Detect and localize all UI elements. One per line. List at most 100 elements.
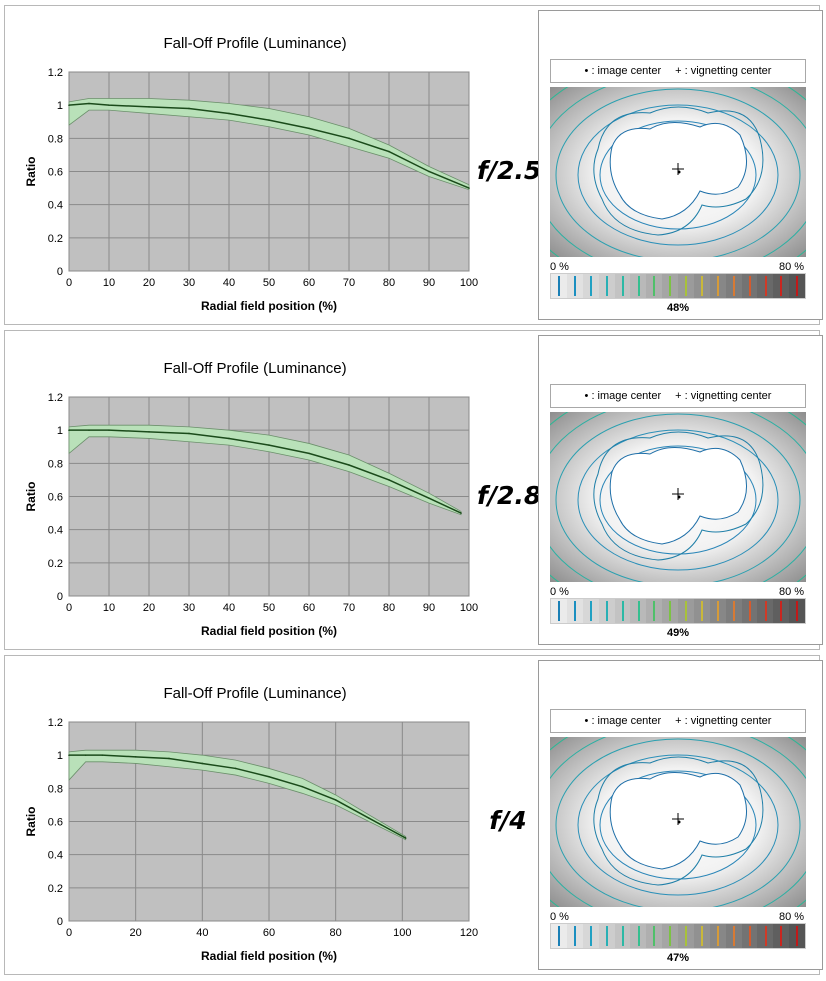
data-point bbox=[308, 127, 310, 130]
x-tick-label: 30 bbox=[183, 602, 195, 614]
scale-max-label: 80 % bbox=[779, 586, 805, 598]
x-tick-label: 70 bbox=[343, 277, 355, 289]
y-axis-label: Ratio bbox=[24, 482, 38, 512]
contour-second bbox=[593, 756, 764, 886]
vignetting-color-scale bbox=[550, 273, 806, 299]
image-center-legend: • : image center bbox=[584, 390, 662, 402]
y-axis-label: Ratio bbox=[24, 807, 38, 837]
contour-ring bbox=[555, 413, 801, 582]
scale-segment bbox=[646, 599, 663, 623]
scale-segment bbox=[741, 599, 758, 623]
y-tick-label: 0.2 bbox=[48, 558, 63, 570]
falloff-chart-1: Fall-Off Profile (Luminance)0 10 20 30 40 50 6… bbox=[24, 35, 478, 313]
data-point bbox=[168, 757, 170, 760]
scale-color-tick bbox=[653, 601, 656, 621]
image-center-marker bbox=[677, 495, 681, 499]
scale-color-tick bbox=[669, 926, 672, 946]
scale-color-tick bbox=[796, 276, 799, 296]
data-point bbox=[108, 104, 110, 106]
f-stop-label: f/2.5 bbox=[477, 156, 542, 185]
chart-title: Fall-Off Profile (Luminance) bbox=[163, 360, 346, 377]
scale-color-tick bbox=[780, 276, 783, 296]
y-tick-label: 0.4 bbox=[48, 200, 63, 212]
scale-color-tick bbox=[716, 601, 719, 621]
vignetting-percentage: 49% bbox=[666, 627, 690, 639]
scale-color-tick bbox=[605, 926, 608, 946]
x-tick-label: 40 bbox=[223, 277, 235, 289]
data-point bbox=[388, 479, 390, 481]
x-tick-label: 80 bbox=[330, 927, 342, 939]
x-tick-label: 0 bbox=[66, 602, 72, 614]
contour-ring bbox=[577, 104, 779, 246]
x-tick-label: 60 bbox=[303, 602, 315, 614]
scale-color-tick bbox=[653, 926, 656, 946]
y-tick-label: 1.2 bbox=[48, 717, 63, 729]
data-point bbox=[101, 754, 104, 756]
x-tick-label: 0 bbox=[66, 927, 72, 939]
y-tick-label: 0.8 bbox=[48, 133, 63, 145]
scale-color-tick bbox=[605, 601, 608, 621]
scale-segment bbox=[566, 924, 583, 948]
scale-color-tick bbox=[605, 276, 608, 296]
scale-color-tick bbox=[621, 926, 624, 946]
f-stop-label: f/4 bbox=[489, 806, 527, 835]
x-tick-label: 100 bbox=[460, 277, 478, 289]
x-tick-label: 90 bbox=[423, 602, 435, 614]
scale-segment bbox=[598, 274, 615, 298]
confidence-band bbox=[68, 98, 470, 191]
scale-segment bbox=[693, 274, 710, 298]
falloff-chart-2: Fall-Off Profile (Luminance)0 10 20 30 40 50 6… bbox=[24, 360, 478, 638]
falloff-chart-3: Fall-Off Profile (Luminance)0 20 40 60 80 100… bbox=[24, 685, 478, 963]
scale-color-tick bbox=[764, 276, 767, 296]
x-tick-label: 0 bbox=[66, 277, 72, 289]
scale-color-tick bbox=[748, 276, 751, 296]
scale-segment bbox=[614, 274, 631, 298]
scale-segment bbox=[582, 599, 599, 623]
scale-segment bbox=[678, 924, 694, 948]
scale-color-tick bbox=[637, 926, 640, 946]
data-point bbox=[68, 104, 70, 106]
scale-color-tick bbox=[589, 926, 592, 946]
scale-color-tick bbox=[558, 926, 561, 946]
data-point bbox=[84, 754, 87, 756]
row-1: Fall-Off Profile (Luminance) 0 10 20 30 40 50 6… bbox=[4, 5, 823, 325]
y-tick-label: 0 bbox=[57, 591, 63, 603]
data-point bbox=[108, 429, 110, 431]
scale-segment bbox=[757, 924, 774, 948]
scale-segment bbox=[630, 599, 647, 623]
data-point bbox=[308, 452, 310, 455]
f-stop-label: f/2.8 bbox=[477, 481, 542, 510]
scale-color-tick bbox=[748, 601, 751, 621]
scale-segment bbox=[741, 924, 758, 948]
vignetting-color-scale bbox=[550, 598, 806, 624]
contour-second bbox=[593, 106, 764, 236]
data-point bbox=[68, 754, 70, 756]
y-tick-label: 1 bbox=[57, 425, 63, 437]
scale-segment bbox=[598, 599, 615, 623]
data-point bbox=[301, 785, 304, 788]
scale-segment bbox=[725, 924, 742, 948]
y-tick-label: 0.6 bbox=[48, 167, 63, 179]
vignetting-center-legend: + : vignetting center bbox=[675, 715, 772, 727]
scale-segment bbox=[582, 924, 599, 948]
scale-segment bbox=[789, 924, 805, 948]
x-tick-label: 80 bbox=[383, 602, 395, 614]
contour-ring bbox=[555, 88, 801, 257]
scale-segment bbox=[693, 599, 710, 623]
scale-segment bbox=[582, 274, 599, 298]
data-point bbox=[428, 170, 430, 173]
image-center-legend: • : image center bbox=[584, 715, 662, 727]
scale-segment bbox=[693, 924, 710, 948]
data-point bbox=[234, 767, 237, 770]
vignetting-legend: • : image center + : vignetting center bbox=[550, 59, 806, 83]
data-point bbox=[188, 432, 190, 435]
x-tick-label: 50 bbox=[263, 277, 275, 289]
scale-min-label: 0 % bbox=[550, 586, 569, 598]
y-tick-label: 0.8 bbox=[48, 458, 63, 470]
scale-segment bbox=[566, 599, 583, 623]
scale-color-tick bbox=[716, 926, 719, 946]
data-point bbox=[228, 437, 230, 440]
scale-segment bbox=[614, 599, 631, 623]
x-tick-label: 120 bbox=[460, 927, 478, 939]
scale-color-tick bbox=[558, 276, 561, 296]
